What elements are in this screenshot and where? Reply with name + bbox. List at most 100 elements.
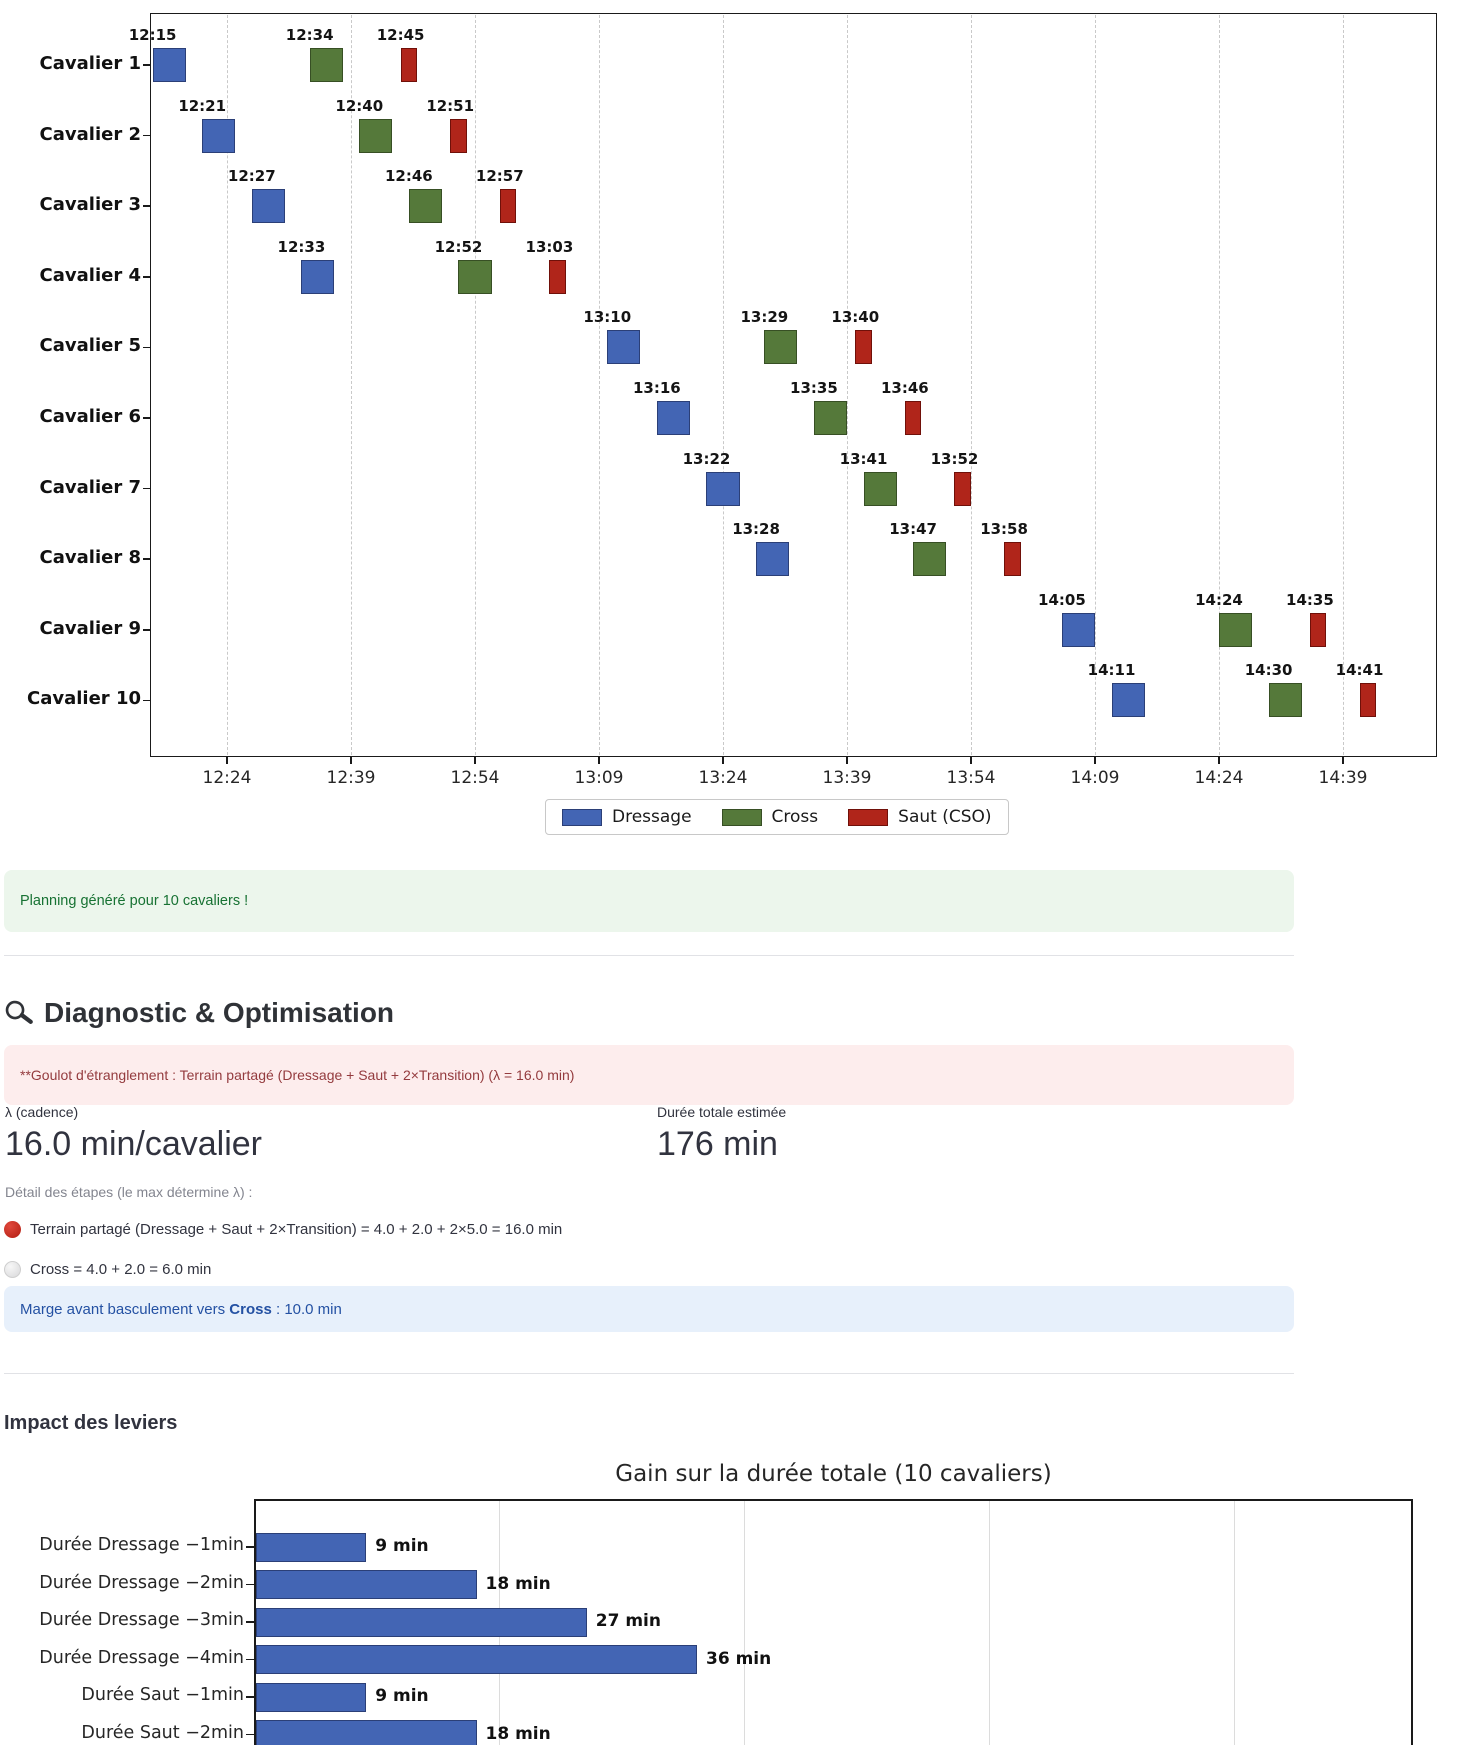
success-alert-text: Planning généré pour 10 cavaliers ! [20, 893, 249, 909]
gantt-gridline [723, 15, 724, 755]
gain-bar [256, 1607, 587, 1637]
gantt-row-label: Cavalier 9 [39, 617, 141, 639]
gantt-bar-time-label: 13:22 [682, 449, 731, 468]
gantt-x-tick-label: 13:09 [574, 768, 624, 788]
legend-item: Dressage [562, 807, 692, 827]
magnifier-icon [4, 998, 34, 1028]
bar-y-tickmark [246, 1696, 254, 1698]
gantt-bar-time-label: 14:30 [1244, 661, 1293, 680]
margin-info-suffix: : 10.0 min [271, 1300, 342, 1318]
gantt-bar [1061, 612, 1095, 647]
diagnostic-heading-text: Diagnostic & Optimisation [44, 997, 395, 1028]
steps-caption: Détail des étapes (le max détermine λ) : [5, 1184, 253, 1200]
gantt-bar-time-label: 13:29 [740, 308, 789, 327]
gantt-bar [904, 401, 922, 435]
gantt-row-label: Cavalier 4 [39, 264, 141, 286]
bar-gridline [744, 1501, 745, 1745]
legend-item: Cross [721, 807, 818, 827]
metric-total-duration: Durée totale estimée 176 min [657, 1104, 786, 1163]
white-circle-icon [4, 1260, 21, 1278]
step-terrain-partage-text: Terrain partagé (Dressage + Saut + 2×Tra… [30, 1220, 563, 1238]
gantt-y-tickmark [143, 699, 150, 702]
gain-bar [256, 1532, 367, 1562]
gantt-x-tickmark [1094, 757, 1096, 764]
legend-item: Saut (CSO) [848, 807, 992, 827]
red-circle-icon [4, 1220, 21, 1238]
gantt-x-tickmark [722, 757, 724, 764]
gantt-x-tickmark [474, 757, 476, 764]
bar-y-tickmark [246, 1733, 254, 1736]
margin-info-prefix: Marge avant basculement vers [20, 1300, 230, 1318]
gantt-bar-time-label: 13:41 [839, 449, 888, 468]
gantt-bar-time-label: 13:46 [880, 379, 929, 397]
gantt-x-tickmark [846, 757, 848, 764]
gantt-bar [400, 48, 418, 82]
gantt-bar [309, 48, 343, 82]
gantt-bar-time-label: 12:34 [285, 26, 334, 44]
gantt-bar-time-label: 14:41 [1335, 661, 1384, 680]
gantt-bar [458, 259, 492, 294]
gantt-bar [1004, 542, 1021, 577]
gantt-chart: 12:24 12:39 12:54 13:09 13:24 13:39 13:54 14:09… [0, 0, 1470, 860]
gantt-row-label: Cavalier 5 [39, 335, 141, 357]
gantt-bar-time-label: 14:11 [1087, 661, 1136, 680]
legend-swatch-icon [562, 808, 602, 826]
gantt-bar [1309, 612, 1327, 647]
gantt-x-tick-label: 13:54 [946, 768, 996, 788]
gantt-x-tickmark [226, 757, 228, 764]
gantt-row-label: Cavalier 2 [39, 123, 141, 145]
bar-row-label: Durée Saut −2min [81, 1722, 244, 1743]
gain-bar [256, 1720, 477, 1745]
gain-bar-value-label: 18 min [485, 1573, 551, 1594]
gantt-bar [706, 471, 740, 506]
bar-gridline [1234, 1501, 1235, 1745]
levers-heading: Impact des leviers [4, 1412, 178, 1434]
metric-total-duration-value: 176 min [657, 1125, 778, 1163]
gantt-bar [813, 401, 847, 435]
bar-row-label: Durée Dressage −2min [39, 1572, 244, 1593]
gantt-bar [408, 189, 442, 224]
step-cross: Cross = 4.0 + 2.0 = 6.0 min [4, 1256, 211, 1282]
gantt-row-label: Cavalier 6 [39, 406, 141, 427]
gantt-bar-time-label: 14:05 [1038, 590, 1086, 609]
gantt-bar [301, 259, 335, 294]
gantt-x-tickmark [598, 757, 600, 764]
divider [4, 1373, 1294, 1374]
gantt-bar-time-label: 13:10 [583, 308, 632, 327]
gantt-bar [202, 118, 236, 153]
bar-chart-title: Gain sur la durée totale (10 cavaliers) [615, 1461, 1052, 1487]
gantt-bar-time-label: 12:46 [384, 167, 433, 186]
step-cross-text: Cross = 4.0 + 2.0 = 6.0 min [30, 1260, 212, 1278]
gantt-bar-time-label: 13:28 [732, 520, 780, 539]
gantt-bar [152, 48, 186, 82]
bar-plot-area [254, 1499, 1413, 1745]
gantt-y-tickmark [143, 205, 150, 207]
gain-bar-value-label: 9 min [375, 1686, 429, 1706]
gantt-y-tickmark [143, 417, 150, 419]
gantt-y-tickmark [143, 558, 150, 560]
legend-swatch-icon [848, 808, 889, 826]
gantt-bar [607, 330, 641, 365]
legend-swatch-icon [721, 808, 762, 826]
gantt-bar-time-label: 13:40 [831, 308, 880, 327]
divider [4, 955, 1294, 956]
gantt-y-tickmark [143, 346, 150, 349]
gantt-x-tick-label: 12:24 [202, 768, 252, 788]
gantt-bar-time-label: 13:35 [790, 379, 838, 397]
margin-info-alert: Marge avant basculement vers Cross : 10.… [4, 1286, 1294, 1332]
gantt-bar-time-label: 13:58 [980, 520, 1028, 539]
gain-bar-chart: Gain sur la durée totale (10 cavaliers) D… [0, 1440, 1470, 1745]
gantt-row-label: Cavalier 7 [39, 476, 141, 498]
success-alert: Planning généré pour 10 cavaliers ! [4, 870, 1294, 932]
gain-bar-value-label: 9 min [375, 1536, 429, 1556]
gantt-row-label: Cavalier 3 [39, 194, 141, 216]
gantt-x-tickmark [1342, 757, 1344, 764]
gantt-bar-time-label: 13:47 [889, 520, 937, 539]
gantt-gridline [351, 15, 352, 755]
gantt-legend: Dressage Cross Saut (CSO) [545, 799, 1009, 835]
gantt-x-tickmark [350, 757, 352, 764]
bar-row-label: Durée Dressage −3min [39, 1610, 244, 1630]
gain-bar [256, 1682, 367, 1712]
gantt-bar-time-label: 12:33 [277, 237, 326, 256]
gantt-bar [863, 471, 897, 506]
